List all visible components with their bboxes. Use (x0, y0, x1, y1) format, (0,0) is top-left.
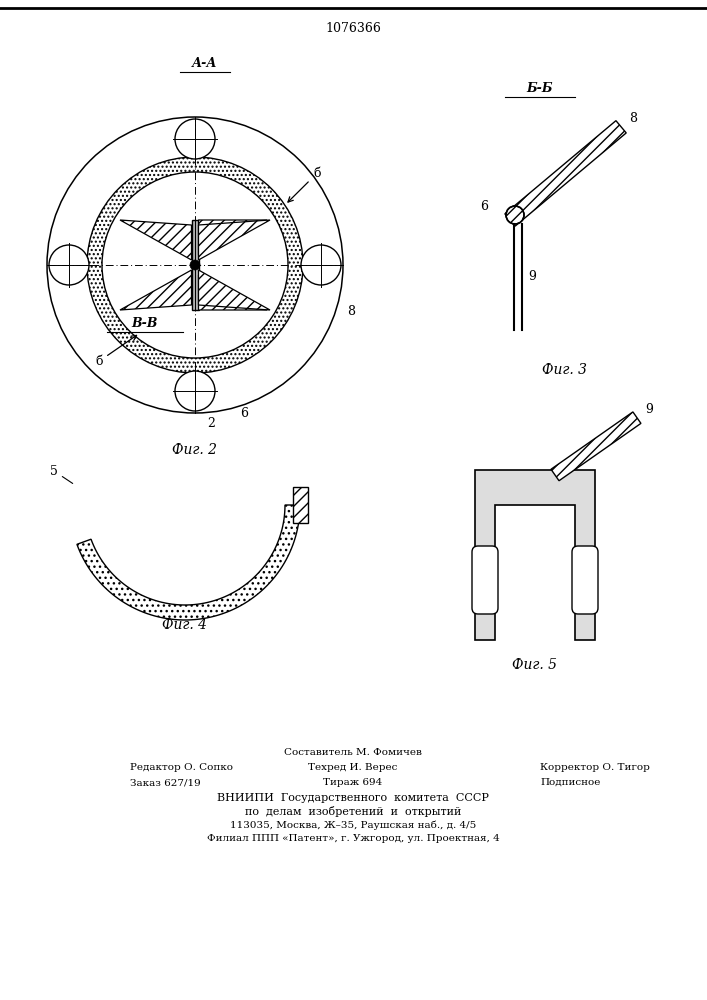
Bar (192, 220, 199, 310)
Text: 8: 8 (347, 305, 355, 318)
Text: ВНИИПИ  Государственного  комитета  СССР: ВНИИПИ Государственного комитета СССР (217, 793, 489, 803)
Text: Редактор О. Сопко: Редактор О. Сопко (130, 763, 233, 772)
Text: Фиг. 4: Фиг. 4 (163, 618, 207, 632)
Text: б: б (288, 167, 320, 202)
Polygon shape (77, 505, 300, 620)
Circle shape (175, 119, 215, 159)
Circle shape (301, 245, 341, 285)
Text: Заказ 627/19: Заказ 627/19 (130, 778, 201, 787)
Text: Подписное: Подписное (540, 778, 600, 787)
Polygon shape (199, 275, 267, 310)
FancyBboxPatch shape (572, 546, 598, 614)
Polygon shape (551, 412, 641, 481)
Text: 5: 5 (50, 465, 58, 478)
Text: 1076366: 1076366 (325, 21, 381, 34)
Text: 2: 2 (207, 417, 215, 430)
Circle shape (175, 371, 215, 411)
Text: А-А: А-А (192, 57, 218, 70)
Polygon shape (199, 220, 267, 255)
Polygon shape (199, 220, 270, 260)
Circle shape (506, 206, 524, 224)
Text: 6: 6 (240, 407, 248, 420)
Text: В-В: В-В (132, 317, 158, 330)
Text: Б-Б: Б-Б (527, 82, 554, 95)
Text: по  делам  изобретений  и  открытий: по делам изобретений и открытий (245, 806, 461, 817)
Polygon shape (120, 220, 192, 260)
Text: 8: 8 (629, 112, 637, 125)
Text: Фиг. 5: Фиг. 5 (513, 658, 558, 672)
FancyBboxPatch shape (472, 546, 498, 614)
Text: Корректор О. Тигор: Корректор О. Тигор (540, 763, 650, 772)
Circle shape (102, 172, 288, 358)
Text: Тираж 694: Тираж 694 (323, 778, 382, 787)
Text: Филиал ППП «Патент», г. Ужгород, ул. Проектная, 4: Филиал ППП «Патент», г. Ужгород, ул. Про… (206, 834, 499, 843)
Text: б: б (95, 335, 136, 368)
Bar (293, 487, 308, 523)
Text: 113035, Москва, Ж–35, Раушская наб., д. 4/5: 113035, Москва, Ж–35, Раушская наб., д. … (230, 820, 476, 830)
Polygon shape (505, 121, 626, 226)
Text: 9: 9 (645, 403, 653, 416)
Polygon shape (475, 470, 595, 640)
Text: Техред И. Верес: Техред И. Верес (308, 763, 397, 772)
Text: 6: 6 (480, 200, 488, 213)
Text: Фиг. 2: Фиг. 2 (173, 443, 218, 457)
Circle shape (190, 260, 200, 270)
Text: 9: 9 (528, 270, 536, 283)
Circle shape (49, 245, 89, 285)
Text: Составитель М. Фомичев: Составитель М. Фомичев (284, 748, 422, 757)
Polygon shape (199, 270, 270, 310)
Text: Фиг. 3: Фиг. 3 (542, 363, 588, 377)
Polygon shape (120, 270, 192, 310)
